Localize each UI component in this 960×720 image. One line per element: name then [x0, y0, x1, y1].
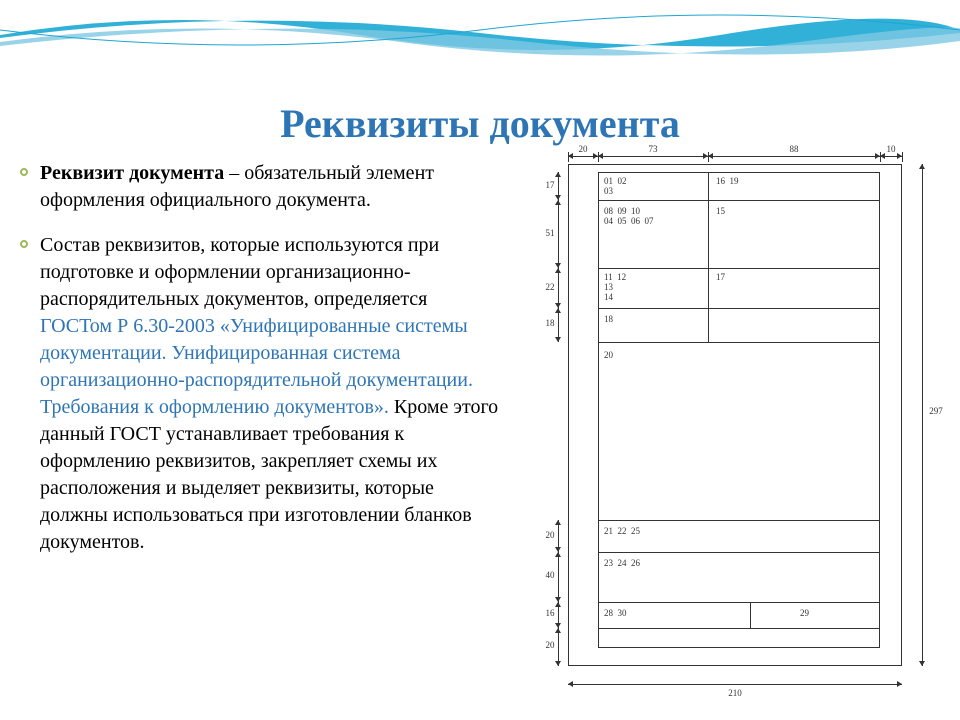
gost-layout-diagram: 20 73 88 10 17 51 22 18 20 40 16 20 297 … — [530, 150, 940, 700]
slide-title: Реквизиты документа — [0, 100, 960, 147]
dim-label: 17 — [544, 180, 556, 190]
dim-arrow — [880, 156, 902, 157]
dim-label: 51 — [544, 228, 556, 238]
zone-num: 15 — [716, 206, 725, 216]
zone-num: 08 09 10 — [604, 206, 640, 216]
bullet-icon — [20, 168, 34, 214]
content-area: Реквизит документа – обязательный элемен… — [20, 160, 500, 574]
zone-num: 18 — [604, 314, 613, 324]
bullet-1: Реквизит документа – обязательный элемен… — [20, 160, 500, 214]
dim-label: 88 — [708, 144, 880, 154]
bullet-2-before: Состав реквизитов, которые используются … — [40, 234, 439, 310]
zone-num: 14 — [604, 292, 613, 302]
zone-num: 03 — [604, 186, 613, 196]
bullet-1-text: Реквизит документа – обязательный элемен… — [40, 160, 500, 214]
zone-num: 11 12 — [604, 272, 626, 282]
zone-num: 04 05 06 07 — [604, 216, 654, 226]
zone-num: 16 19 — [716, 176, 739, 186]
dim-arrow — [598, 156, 708, 157]
bullet-2-after: Кроме этого данный ГОСТ устанавливает тр… — [40, 396, 498, 553]
dim-297: 297 — [926, 406, 946, 416]
bullet-2-text: Состав реквизитов, которые используются … — [40, 232, 500, 556]
bullet-1-bold: Реквизит документа — [40, 162, 224, 184]
zone-num: 01 02 — [604, 176, 627, 186]
dim-210: 210 — [568, 688, 902, 698]
dim-label: 40 — [544, 570, 556, 580]
zone-num: 29 — [800, 608, 809, 618]
dim-arrow — [922, 164, 923, 666]
zone-num: 23 24 26 — [604, 558, 640, 568]
dim-label: 22 — [544, 282, 556, 292]
bullet-2: Состав реквизитов, которые используются … — [20, 232, 500, 556]
wave-decoration — [0, 0, 960, 80]
dim-arrow — [708, 156, 880, 157]
dim-label: 16 — [544, 608, 556, 618]
dim-arrow — [568, 156, 598, 157]
page-inner — [598, 172, 880, 648]
zone-num: 13 — [604, 282, 613, 292]
dim-label: 73 — [598, 144, 708, 154]
zone-num: 28 30 — [604, 608, 627, 618]
center-divider — [708, 172, 709, 342]
zone-num: 17 — [716, 272, 725, 282]
zone-num: 20 — [604, 350, 613, 360]
dim-label: 20 — [544, 530, 556, 540]
dim-label: 20 — [568, 144, 598, 154]
dim-arrow — [568, 684, 902, 685]
dim-label: 20 — [544, 640, 556, 650]
bullet-icon — [20, 240, 34, 556]
zone-num: 21 22 25 — [604, 526, 640, 536]
dim-label: 18 — [544, 318, 556, 328]
